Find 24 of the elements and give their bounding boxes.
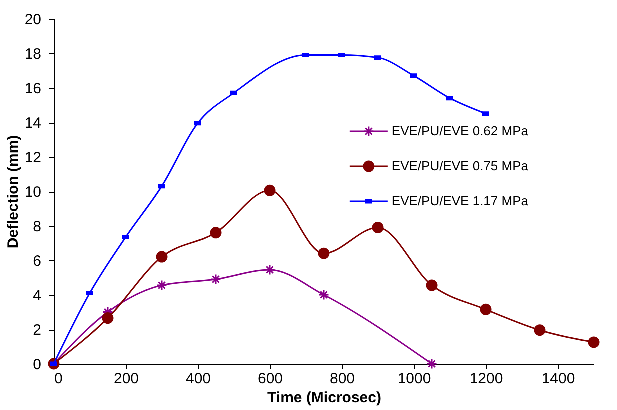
x-tick-label: 1200 bbox=[470, 370, 504, 388]
x-tick-label: 600 bbox=[258, 370, 284, 388]
x-tick-label: 200 bbox=[114, 370, 140, 388]
x-tick-label: 400 bbox=[186, 370, 212, 388]
legend-label: EVE/PU/EVE 0.62 MPa bbox=[392, 124, 530, 139]
y-tick-label: 0 bbox=[33, 356, 42, 374]
y-axis-title: Deflection (mm) bbox=[4, 135, 22, 249]
x-tick-label: 1000 bbox=[398, 370, 432, 388]
legend-label: EVE/PU/EVE 0.75 MPa bbox=[392, 158, 530, 174]
y-tick-label: 6 bbox=[33, 253, 42, 270]
y-tick-label: 16 bbox=[24, 80, 42, 98]
y-tick-label: 18 bbox=[24, 46, 42, 63]
y-tick-label: 2 bbox=[33, 322, 42, 339]
y-tick-label: 12 bbox=[24, 150, 42, 166]
x-axis-title: Time (Microsec) bbox=[268, 390, 382, 406]
x-tick-label: 1400 bbox=[542, 370, 576, 388]
y-tick-label: 14 bbox=[24, 115, 42, 132]
x-tick-label: 800 bbox=[330, 370, 356, 388]
y-tick-label: 8 bbox=[33, 218, 42, 236]
legend-label: EVE/PU/EVE 1.17 MPa bbox=[392, 194, 530, 209]
y-tick-label: 10 bbox=[24, 184, 42, 201]
x-tick-label: 0 bbox=[54, 370, 63, 388]
y-tick-label: 4 bbox=[33, 288, 42, 304]
y-tick-label: 20 bbox=[24, 12, 42, 28]
